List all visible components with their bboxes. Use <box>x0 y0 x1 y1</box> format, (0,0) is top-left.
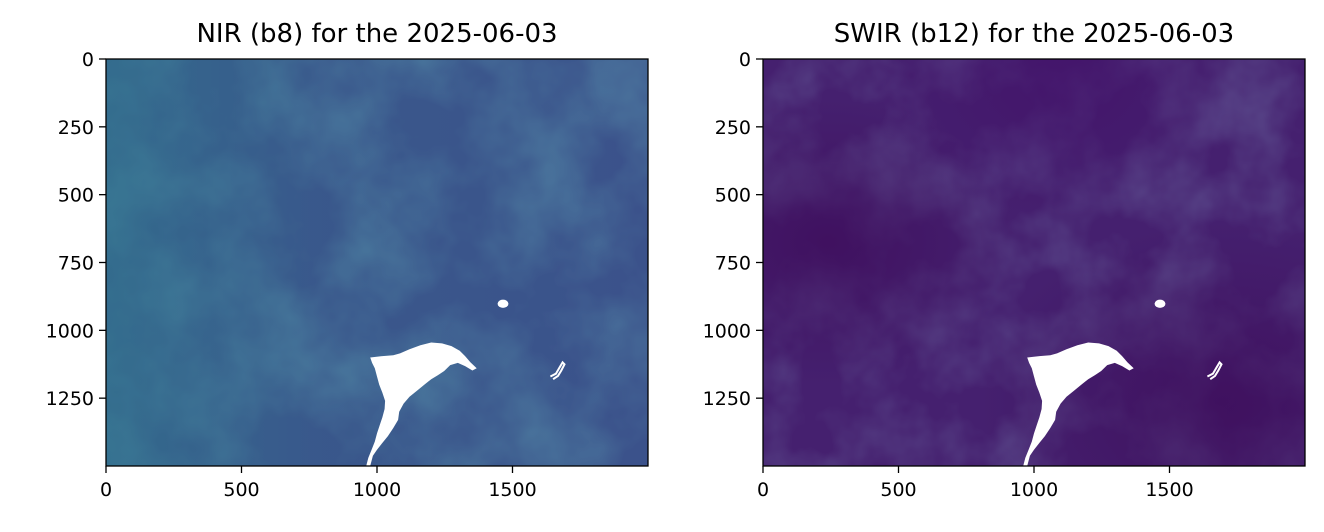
x-tick-label: 0 <box>100 479 112 501</box>
y-tick-label: 1250 <box>703 388 751 410</box>
nir-x-ticks: 0 500 1000 1500 <box>100 466 537 501</box>
y-tick-label: 500 <box>715 185 751 207</box>
swir-plot-area <box>762 58 1306 467</box>
y-tick-label: 250 <box>58 117 94 139</box>
y-tick-label: 750 <box>715 253 751 275</box>
swir-north-dark-region <box>763 59 1305 466</box>
x-tick-label: 1000 <box>353 479 401 501</box>
nir-nodata-reservoir <box>366 299 566 466</box>
nir-title: NIR (b8) for the 2025-06-03 <box>196 19 557 49</box>
nodata-lake-shape <box>366 342 477 466</box>
y-tick-label: 1000 <box>703 320 751 342</box>
y-tick-label: 500 <box>58 185 94 207</box>
nodata-streak <box>1206 360 1223 381</box>
nir-y-ticks: 0 250 500 750 1000 1250 <box>46 49 106 410</box>
y-tick-label: 1250 <box>46 388 94 410</box>
swir-panel: SWIR (b12) for the 2025-06-03 0 500 1000 15… <box>703 19 1306 501</box>
nir-west-brightness <box>106 59 648 466</box>
x-tick-label: 1500 <box>488 479 536 501</box>
nodata-islet <box>497 299 509 308</box>
x-tick-label: 500 <box>223 479 259 501</box>
x-tick-label: 1500 <box>1145 479 1193 501</box>
x-tick-label: 1000 <box>1010 479 1058 501</box>
nir-plot-area <box>105 58 649 467</box>
x-tick-label: 500 <box>880 479 916 501</box>
y-tick-label: 750 <box>58 253 94 275</box>
nodata-streak <box>549 360 566 381</box>
y-tick-label: 250 <box>715 117 751 139</box>
swir-title: SWIR (b12) for the 2025-06-03 <box>834 19 1234 49</box>
nodata-lake-shape <box>1023 342 1134 466</box>
nodata-islet <box>1154 299 1166 308</box>
y-tick-label: 0 <box>82 49 94 71</box>
swir-x-ticks: 0 500 1000 1500 <box>757 466 1194 501</box>
x-tick-label: 0 <box>757 479 769 501</box>
nir-panel: NIR (b8) for the 2025-06-03 0 500 1000 1500… <box>46 19 649 501</box>
y-tick-label: 0 <box>739 49 751 71</box>
swir-y-ticks: 0 250 500 750 1000 1250 <box>703 49 763 410</box>
swir-nodata-reservoir <box>1023 299 1223 466</box>
y-tick-label: 1000 <box>46 320 94 342</box>
